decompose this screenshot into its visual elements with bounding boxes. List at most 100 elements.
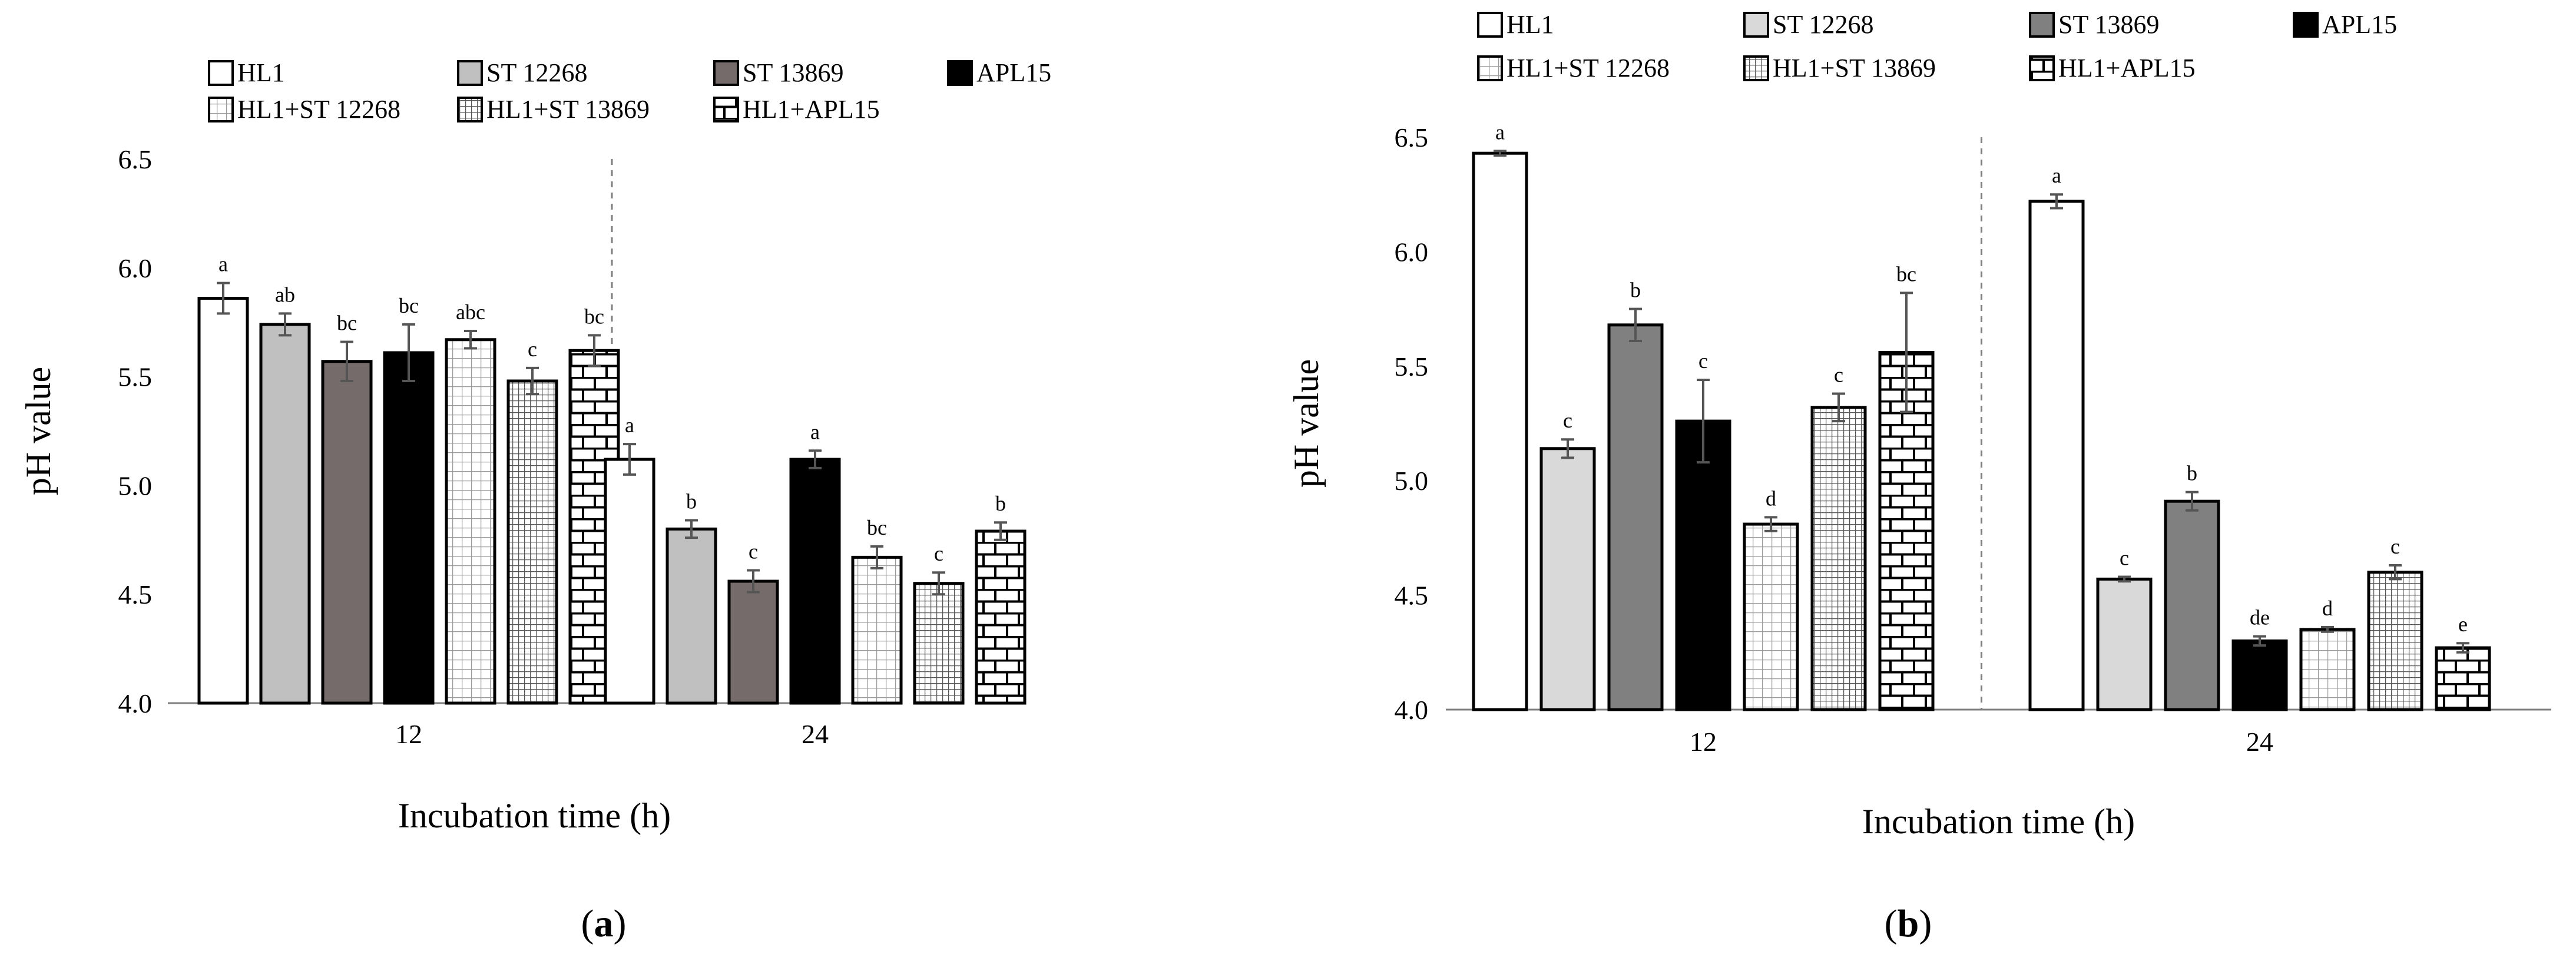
significance-letter: a	[1495, 120, 1505, 144]
bar	[506, 379, 558, 705]
significance-letter: abc	[456, 300, 485, 324]
legend-item: APL15	[2293, 10, 2397, 39]
significance-letter: d	[1766, 486, 1776, 510]
significance-letter: c	[934, 542, 943, 565]
significance-letter: c	[2120, 546, 2129, 569]
legend-label: HL1+ST 12268	[1506, 54, 1670, 82]
error-bar	[588, 334, 601, 367]
legend-label: HL1+APL15	[743, 95, 880, 124]
y-tick-label: 6.5	[118, 144, 153, 174]
legend-swatch	[2029, 55, 2055, 81]
bar	[2231, 639, 2288, 711]
error-bar	[340, 340, 353, 382]
bar	[1675, 419, 1731, 711]
legend-label: ST 12268	[486, 58, 588, 87]
y-tick-label: 4.0	[1395, 695, 1429, 725]
significance-letter: c	[2390, 535, 2400, 558]
legend-item: HL1	[1477, 10, 1554, 39]
bar	[727, 579, 779, 705]
panel-label: (a)	[581, 902, 627, 945]
bar	[259, 323, 311, 705]
error-bar	[2186, 491, 2198, 512]
error-bar	[279, 312, 292, 337]
bar	[1472, 151, 1528, 711]
significance-letter: b	[2187, 462, 2197, 485]
significance-letter: c	[1698, 349, 1708, 373]
y-tick-label: 6.0	[1395, 237, 1429, 267]
legend-item: HL1+ST 13869	[457, 95, 650, 124]
legend-item: APL15	[947, 58, 1051, 87]
bar	[2028, 200, 2085, 711]
error-bar	[809, 449, 822, 469]
x-tick-label: 24	[802, 719, 829, 749]
y-tick-label: 6.5	[1395, 122, 1429, 153]
bar	[445, 338, 496, 705]
legend-item: ST 12268	[457, 58, 588, 87]
error-bar	[2456, 642, 2469, 654]
panel-a-axes: 4.0 4.5 5.0 5.5 6.0 6.5 12 24	[118, 144, 901, 749]
error-bar	[623, 443, 636, 476]
error-bar	[2050, 193, 2063, 210]
bar	[2299, 628, 2356, 711]
significance-letter: a	[625, 413, 634, 437]
legend-swatch	[2029, 12, 2055, 38]
error-bar	[747, 569, 760, 594]
y-axis-title: pH value	[19, 367, 58, 495]
significance-letter: d	[2322, 597, 2333, 620]
panel-label: (b)	[1885, 902, 1932, 945]
bar	[913, 582, 965, 705]
legend-swatch	[713, 60, 739, 86]
legend-label: ST 12268	[1773, 10, 1874, 39]
error-bar	[1900, 291, 1913, 413]
error-bar	[402, 323, 415, 382]
bar	[1607, 323, 1664, 711]
y-tick-label: 5.0	[1395, 466, 1429, 496]
bar	[1810, 406, 1867, 711]
legend-swatch	[1477, 55, 1503, 81]
y-tick-label: 4.0	[118, 688, 153, 718]
bar	[2367, 571, 2423, 711]
significance-letter: ab	[275, 283, 295, 306]
significance-letter: c	[528, 337, 537, 361]
significance-letter: bc	[867, 516, 887, 539]
significance-letter: c	[749, 540, 758, 564]
legend-item: ST 13869	[713, 58, 844, 87]
legend-item: HL1+APL15	[2029, 54, 2196, 82]
error-bar	[932, 571, 945, 596]
legend-item: ST 13869	[2029, 10, 2160, 39]
significance-letter: c	[1563, 409, 1572, 432]
bar	[197, 297, 249, 705]
legend-swatch	[1743, 55, 1769, 81]
y-tick-label: 5.0	[118, 471, 153, 501]
x-axis-title: Incubation time (h)	[398, 796, 671, 835]
y-tick-label: 4.5	[118, 579, 153, 609]
error-bar	[2253, 635, 2266, 647]
panel-a-y-axis-title: pH value	[19, 367, 58, 495]
legend-item: HL1+ST 12268	[1477, 54, 1670, 82]
bar	[851, 555, 903, 705]
panel-b-legend: HL1 ST 12268 ST 13869 APL15 HL1+ST 12268 HL1+…	[1477, 10, 2397, 82]
legend-swatch	[713, 97, 739, 122]
bar	[2164, 499, 2220, 711]
legend-swatch	[2293, 12, 2319, 38]
significance-letter: a	[810, 420, 820, 443]
bar	[789, 458, 841, 705]
legend-label: HL1+ST 13869	[1773, 54, 1936, 82]
panel-a-legend: HL1 ST 12268 ST 13869 APL15 HL1+ST 12268 HL1+…	[208, 58, 1051, 124]
bar	[1539, 447, 1596, 711]
significance-letter: bc	[1896, 262, 1916, 286]
x-axis-title: Incubation time (h)	[1862, 802, 2135, 841]
y-tick-label: 5.5	[1395, 352, 1429, 382]
legend-label: APL15	[2322, 10, 2397, 39]
bar	[604, 458, 655, 705]
error-bar	[1494, 150, 1506, 157]
panel-b-y-axis-title: pH value	[1287, 359, 1326, 488]
bar	[975, 529, 1027, 705]
legend-item: ST 12268	[1743, 10, 1874, 39]
significance-letter: c	[1834, 363, 1843, 386]
error-bar	[2321, 626, 2334, 633]
error-bar	[870, 545, 883, 569]
panel-b-axes: 4.0 4.5 5.0 5.5 6.0 6.5 12 24	[1395, 122, 2551, 757]
panel-b-x-axis-title: Incubation time (h)	[1862, 802, 2135, 841]
